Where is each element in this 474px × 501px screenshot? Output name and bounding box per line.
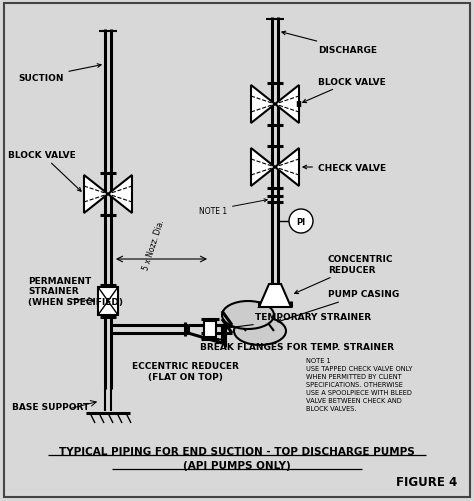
Text: BASE SUPPORT: BASE SUPPORT	[12, 403, 89, 412]
Text: 5 x Nozz. Dia.: 5 x Nozz. Dia.	[141, 218, 166, 271]
Text: FIGURE 4: FIGURE 4	[396, 475, 457, 488]
Polygon shape	[275, 86, 299, 124]
Ellipse shape	[222, 302, 274, 329]
Text: NOTE 1: NOTE 1	[199, 199, 267, 215]
Circle shape	[289, 209, 313, 233]
Polygon shape	[251, 149, 275, 187]
Text: PI: PI	[296, 217, 306, 226]
Text: BLOCK VALVE: BLOCK VALVE	[303, 77, 386, 103]
Bar	[98, 288, 118, 315]
Text: CHECK VALVE: CHECK VALVE	[303, 163, 386, 172]
Text: NOTE 1
USE TAPPED CHECK VALVE ONLY
WHEN PERMITTED BY CLIENT
SPECIFICATIONS. OTHE: NOTE 1 USE TAPPED CHECK VALVE ONLY WHEN …	[306, 357, 412, 411]
Ellipse shape	[234, 317, 286, 345]
Polygon shape	[275, 149, 299, 187]
Text: SUCTION: SUCTION	[18, 65, 101, 82]
Text: (API PUMPS ONLY): (API PUMPS ONLY)	[183, 460, 291, 470]
Text: TEMPORARY STRAINER: TEMPORARY STRAINER	[223, 313, 371, 330]
Polygon shape	[259, 285, 291, 308]
Polygon shape	[84, 176, 108, 213]
Text: DISCHARGE: DISCHARGE	[282, 32, 377, 55]
Text: CONCENTRIC
REDUCER: CONCENTRIC REDUCER	[295, 255, 393, 294]
Text: PUMP CASING: PUMP CASING	[278, 290, 399, 323]
Polygon shape	[108, 176, 132, 213]
Bar	[204, 321, 216, 337]
Text: ECCENTRIC REDUCER
(FLAT ON TOP): ECCENTRIC REDUCER (FLAT ON TOP)	[132, 362, 238, 381]
Polygon shape	[251, 86, 275, 124]
Text: BREAK FLANGES FOR TEMP. STRAINER: BREAK FLANGES FOR TEMP. STRAINER	[200, 338, 394, 352]
Text: PERMANENT
STRAINER
(WHEN SPECIFIED): PERMANENT STRAINER (WHEN SPECIFIED)	[28, 277, 123, 306]
Text: TYPICAL PIPING FOR END SUCTION - TOP DISCHARGE PUMPS: TYPICAL PIPING FOR END SUCTION - TOP DIS…	[59, 446, 415, 456]
Text: BLOCK VALVE: BLOCK VALVE	[8, 150, 81, 192]
